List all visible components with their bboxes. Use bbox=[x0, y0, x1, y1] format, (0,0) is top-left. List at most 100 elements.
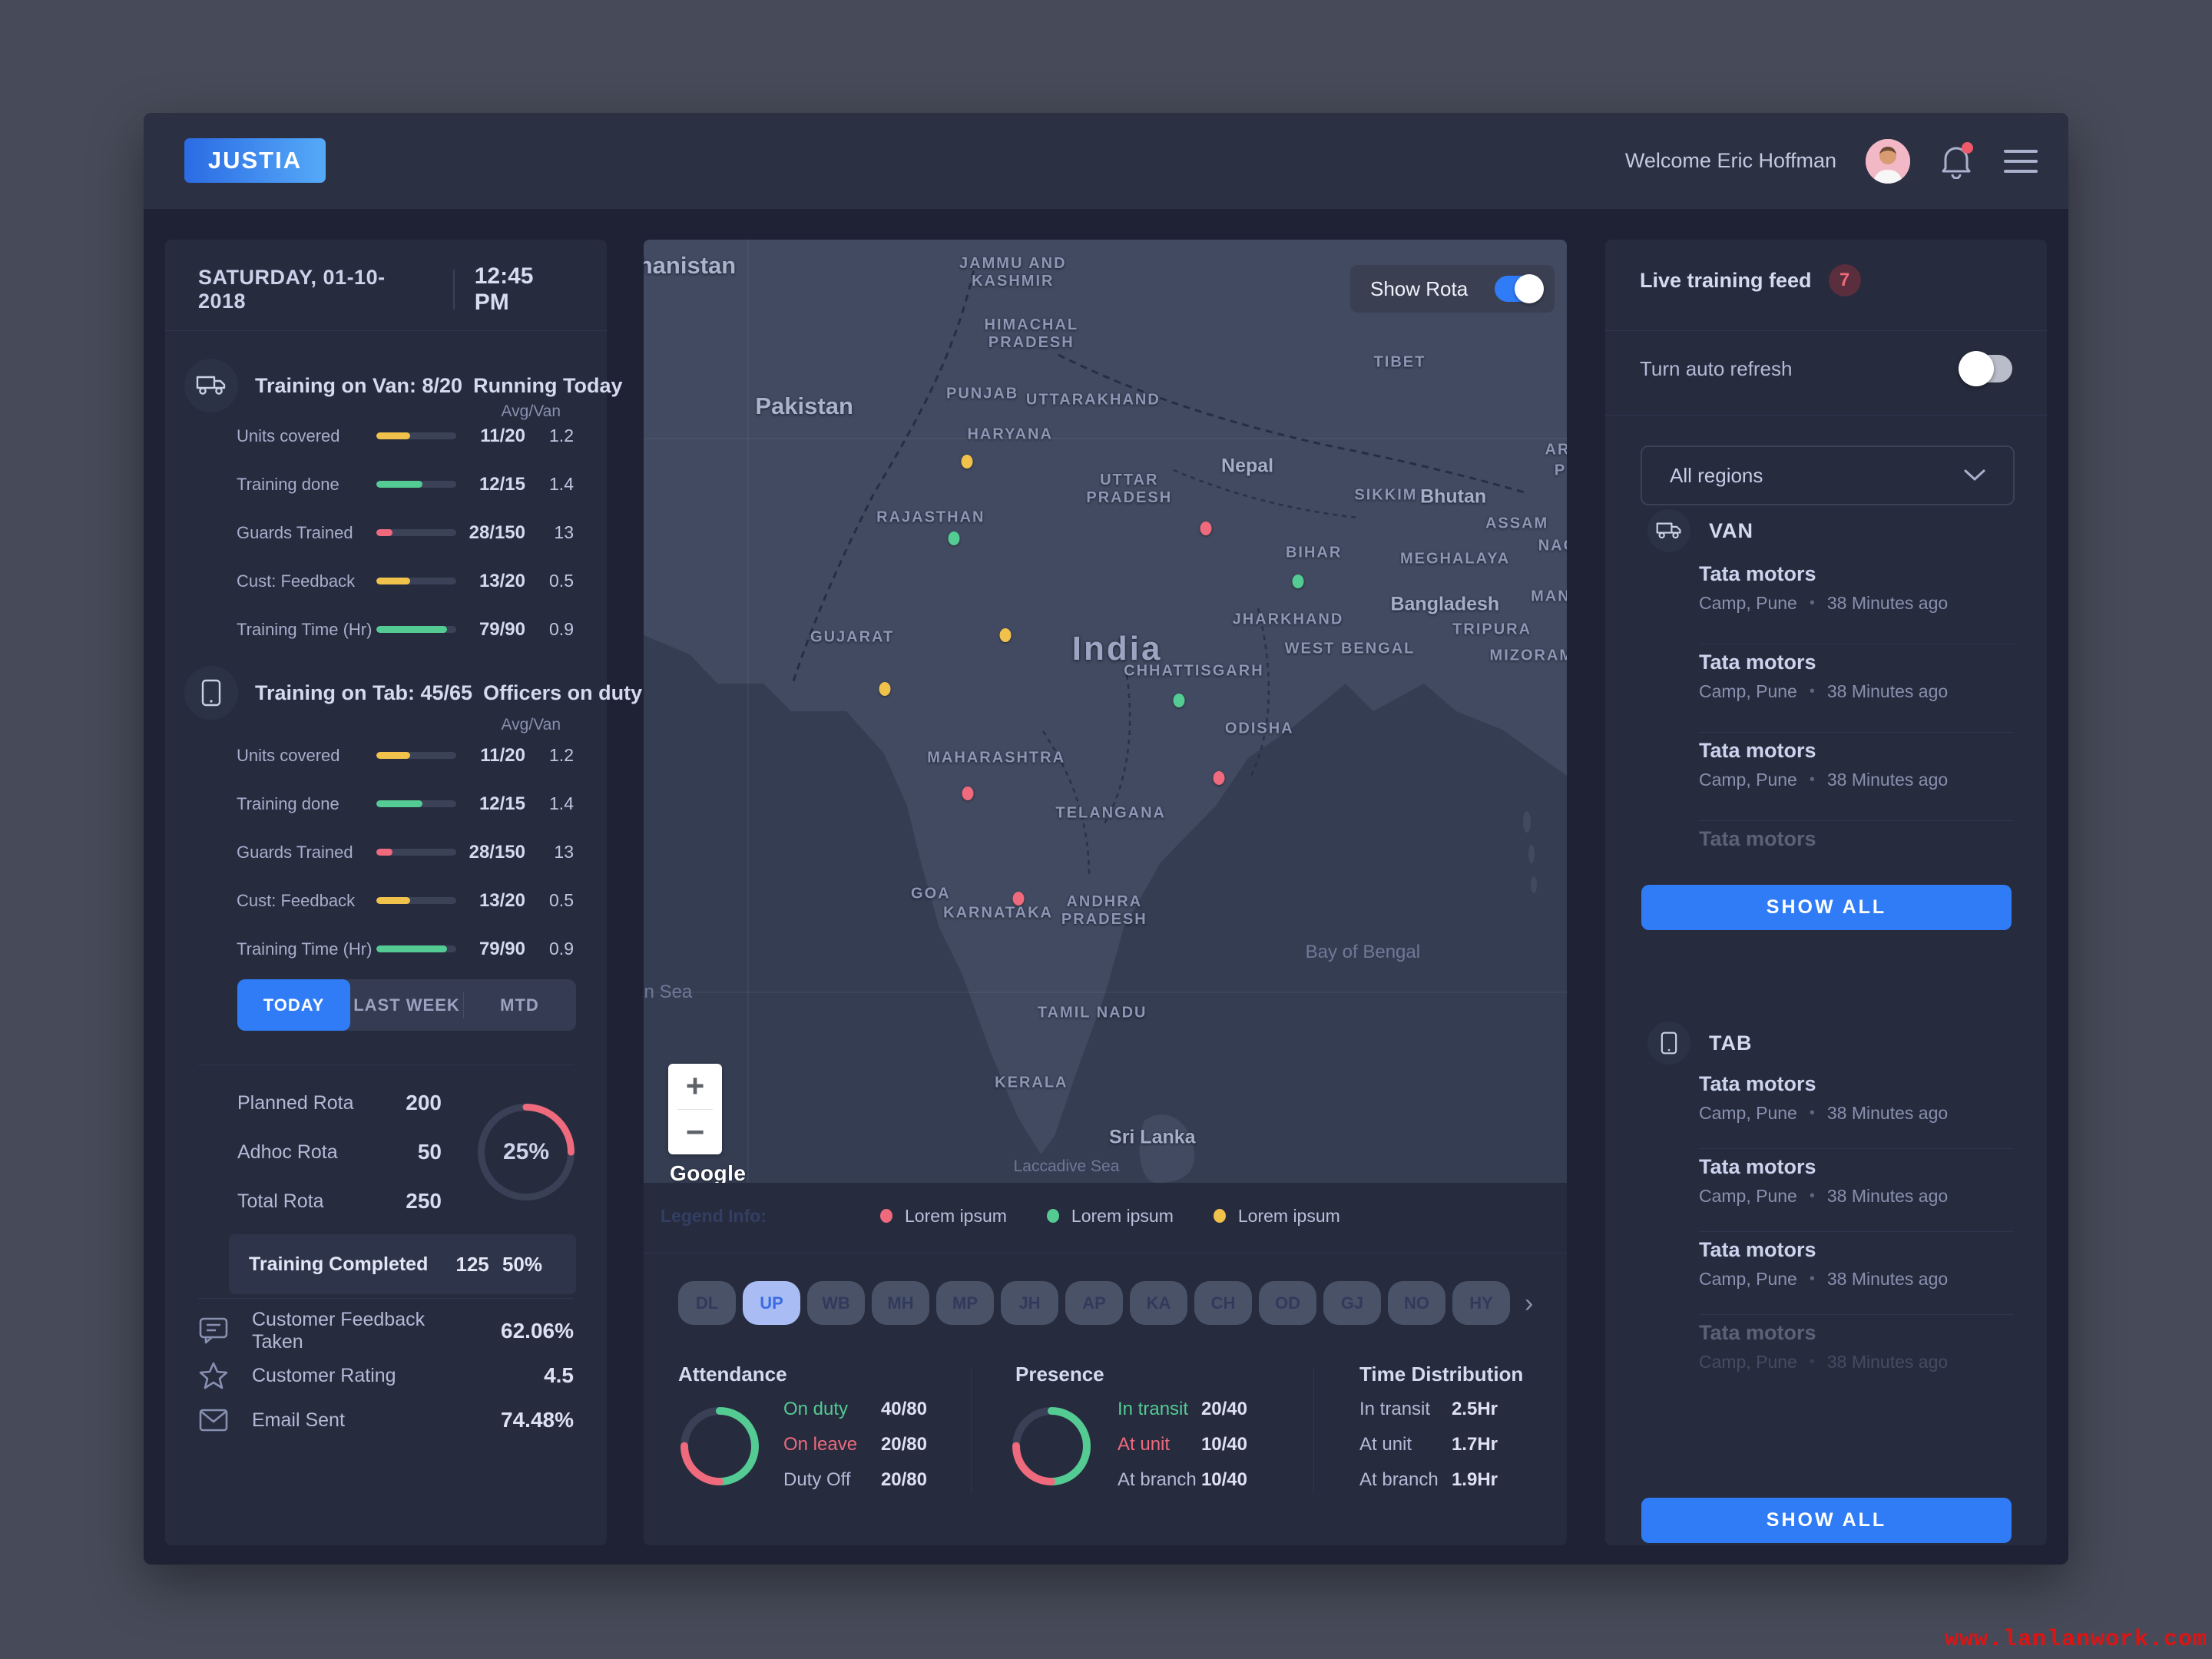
left-sidebar: SATURDAY, 01-10-2018 12:45 PM Training o… bbox=[165, 240, 642, 1545]
presence-donut bbox=[1012, 1407, 1091, 1485]
feed-entry-time: 38 Minutes ago bbox=[1826, 1186, 1949, 1206]
chips-scroll-right[interactable]: › bbox=[1525, 1288, 1534, 1318]
presence-rows: In transit 20/40 At unit 10/40 At branch… bbox=[1118, 1392, 1247, 1498]
metric-avg: 0.9 bbox=[549, 939, 574, 959]
zoom-in-button[interactable]: + bbox=[685, 1068, 705, 1104]
rota-donut-chart: 25% bbox=[478, 1104, 575, 1200]
range-tab[interactable]: TODAY bbox=[237, 979, 350, 1031]
stat-row: Duty Off 20/80 bbox=[783, 1469, 927, 1490]
metric-value: 28/150 bbox=[469, 841, 525, 863]
map-panel: hanistan JAMMU AND KASHMIR HIMACHAL PRADES… bbox=[644, 240, 1567, 1545]
region-select[interactable]: All regions bbox=[1641, 445, 2015, 505]
metric-avg: 1.4 bbox=[549, 474, 574, 494]
stat-row: At branch 10/40 bbox=[1118, 1469, 1247, 1490]
state-chip[interactable]: UP bbox=[743, 1281, 800, 1325]
completed-label: Training Completed bbox=[249, 1253, 429, 1275]
map-marker bbox=[1213, 771, 1225, 786]
state-chip[interactable]: HY bbox=[1452, 1281, 1510, 1325]
star-icon bbox=[199, 1362, 228, 1389]
completed-value: 125 bbox=[455, 1252, 489, 1276]
feed-entry-location: Camp, Pune bbox=[1699, 770, 1797, 790]
zoom-out-button[interactable]: − bbox=[685, 1113, 705, 1150]
current-time: 12:45 PM bbox=[474, 263, 534, 315]
metric-row: Guards Trained 28/150 13 bbox=[237, 508, 574, 557]
tab-training-title: Training on Tab: 45/65 Officers on duty bbox=[255, 680, 643, 704]
chevron-down-icon bbox=[1964, 469, 1985, 482]
stat-row: On leave 20/80 bbox=[783, 1434, 927, 1455]
topbar: JUSTIA Welcome Eric Hoffman bbox=[144, 113, 2068, 209]
state-chip[interactable]: OD bbox=[1259, 1281, 1316, 1325]
feed-entry-time: 38 Minutes ago bbox=[1826, 681, 1949, 701]
feed-entry-time: 38 Minutes ago bbox=[1826, 1103, 1949, 1123]
feed-entry[interactable]: Tata motors Camp, Pune • 38 Minutes ago bbox=[1699, 556, 2014, 644]
google-attribution: Google bbox=[670, 1161, 747, 1183]
india-map[interactable]: hanistan JAMMU AND KASHMIR HIMACHAL PRADES… bbox=[644, 240, 1567, 1183]
state-chip[interactable]: CH bbox=[1194, 1281, 1252, 1325]
legend-dot bbox=[879, 1209, 892, 1223]
feed-entry[interactable]: Tata motors Camp, Pune • 38 Minutes ago bbox=[1699, 1315, 2014, 1398]
map-marker bbox=[1292, 574, 1304, 588]
metric-row: Training done 12/15 1.4 bbox=[237, 460, 574, 508]
state-chip[interactable]: NO bbox=[1388, 1281, 1445, 1325]
tab-feed-title: TAB bbox=[1709, 1031, 1753, 1055]
metric-row: Cust: Feedback 13/20 0.5 bbox=[237, 557, 574, 605]
rota-donut-label: 25% bbox=[502, 1139, 550, 1164]
notification-dot bbox=[1962, 141, 1973, 154]
feed-entry[interactable]: Tata motors Camp, Pune • 38 Minutes ago bbox=[1699, 1232, 2014, 1315]
state-chip[interactable]: MP bbox=[936, 1281, 994, 1325]
rota-value: 50 bbox=[417, 1140, 442, 1164]
feed-entry-location: Camp, Pune bbox=[1699, 681, 1797, 701]
metric-row: Cust: Feedback 13/20 0.5 bbox=[237, 876, 574, 925]
metric-row: Units covered 11/20 1.2 bbox=[237, 412, 574, 460]
feed-entry[interactable]: Tata motors Camp, Pune • 38 Minutes ago bbox=[1699, 1149, 2014, 1232]
state-chip[interactable]: DL bbox=[678, 1281, 736, 1325]
state-chip[interactable]: WB bbox=[807, 1281, 865, 1325]
tab-show-all-button[interactable]: SHOW ALL bbox=[1641, 1498, 2012, 1543]
state-chip[interactable]: AP bbox=[1065, 1281, 1123, 1325]
feed-entry[interactable]: Tata motors bbox=[1699, 821, 2014, 909]
state-chip[interactable]: GJ bbox=[1323, 1281, 1381, 1325]
training-completed-row: Training Completed 125 50% bbox=[229, 1234, 576, 1294]
feed-entry[interactable]: Tata motors Camp, Pune • 38 Minutes ago bbox=[1699, 644, 2014, 733]
tablet-icon bbox=[184, 666, 238, 720]
metric-avg: 1.4 bbox=[549, 793, 574, 813]
state-chip[interactable]: KA bbox=[1130, 1281, 1187, 1325]
map-marker bbox=[1012, 892, 1025, 906]
metric-label: Units covered bbox=[237, 745, 340, 765]
range-tab[interactable]: LAST WEEK bbox=[353, 995, 460, 1015]
auto-refresh-toggle[interactable] bbox=[1959, 351, 2012, 386]
van-icon bbox=[184, 359, 238, 412]
metric-value: 13/20 bbox=[478, 889, 525, 911]
notifications-button[interactable] bbox=[1939, 141, 1975, 180]
feed-entry-sub: Camp, Pune • 38 Minutes ago bbox=[1699, 1269, 1949, 1289]
state-chip[interactable]: MH bbox=[872, 1281, 929, 1325]
feed-entry[interactable]: Tata motors Camp, Pune • 38 Minutes ago bbox=[1699, 733, 2014, 821]
metric-label: Cust: Feedback bbox=[237, 571, 356, 591]
avatar[interactable] bbox=[1866, 138, 1910, 184]
metric-value: 28/150 bbox=[469, 522, 525, 543]
stat-row: At unit 10/40 bbox=[1118, 1434, 1247, 1455]
metric-label: Training Time (Hr) bbox=[237, 619, 373, 639]
metric-value: 12/15 bbox=[478, 793, 525, 814]
kpi-value: 4.5 bbox=[544, 1363, 574, 1387]
feed-entry[interactable]: Tata motors Camp, Pune • 38 Minutes ago bbox=[1699, 1066, 2014, 1149]
range-tab[interactable]: MTD bbox=[463, 979, 576, 1031]
menu-icon bbox=[2004, 149, 2038, 153]
tab-training-header: Training on Tab: 45/65 Officers on duty bbox=[184, 661, 642, 725]
stat-row: On duty 40/80 bbox=[783, 1399, 927, 1419]
metric-progress-bar bbox=[376, 800, 456, 807]
kpi-list: Customer Feedback Taken 62.06% Customer … bbox=[198, 1309, 574, 1442]
metric-avg: 0.5 bbox=[549, 571, 574, 591]
state-chip[interactable]: JH bbox=[1001, 1281, 1058, 1325]
rota-row: Adhoc Rota 50 bbox=[237, 1128, 442, 1177]
feedback-icon bbox=[199, 1317, 228, 1344]
van-show-all-button[interactable]: SHOW ALL bbox=[1641, 885, 2012, 930]
menu-button[interactable] bbox=[2004, 149, 2038, 173]
map-marker bbox=[961, 454, 973, 469]
van-icon bbox=[1647, 509, 1690, 552]
map-marker bbox=[1173, 694, 1185, 708]
van-training-title: Training on Van: 8/20 Running Today bbox=[255, 373, 623, 397]
metric-label: Units covered bbox=[237, 426, 340, 445]
show-rota-toggle[interactable] bbox=[1495, 274, 1544, 303]
feed-entry-time: 38 Minutes ago bbox=[1826, 1269, 1949, 1289]
